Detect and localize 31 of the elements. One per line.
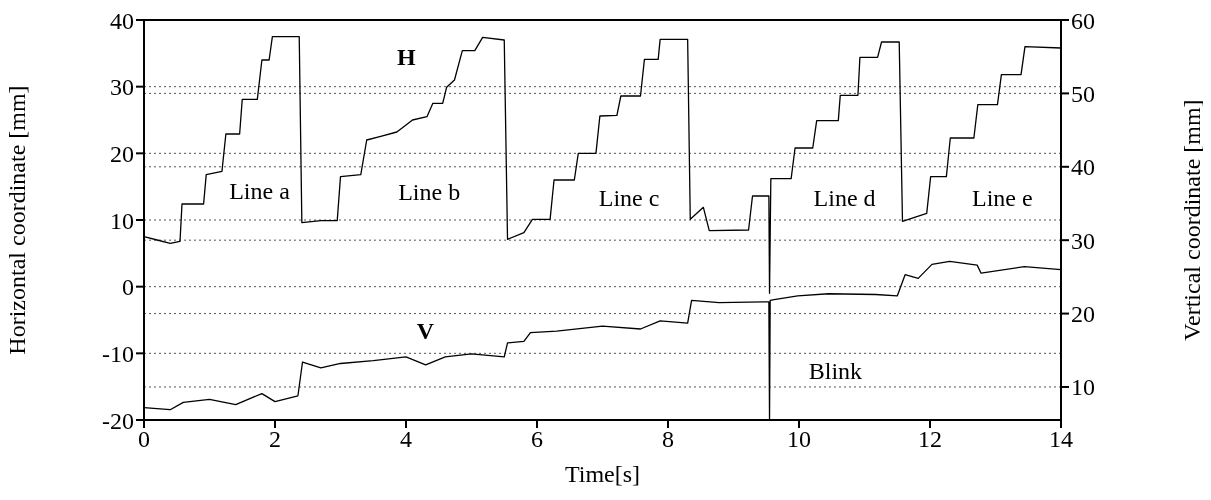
y-tick-label: 0 xyxy=(122,274,134,301)
y-tick-label: 30 xyxy=(110,74,134,101)
x-tick-label: 8 xyxy=(662,426,674,453)
y2-tick-label: 60 xyxy=(1071,7,1095,34)
y-tick-label: 20 xyxy=(110,140,134,167)
y2-tick-label: 30 xyxy=(1071,227,1095,254)
y2-tick-label: 20 xyxy=(1071,301,1095,328)
y-tick-label: 10 xyxy=(110,207,134,234)
x-axis-title: Time[s] xyxy=(564,461,641,487)
x-tick-label: 2 xyxy=(269,426,281,453)
annotation: Line e xyxy=(971,185,1033,211)
y-axis-title: Horizontal coordinate [mm] xyxy=(3,85,30,355)
annotation: H xyxy=(396,43,416,70)
annotation: Line d xyxy=(813,185,876,211)
y-tick-label: -20 xyxy=(102,407,134,434)
annotation: Line b xyxy=(398,179,461,205)
y-tick-label: 40 xyxy=(110,7,134,34)
y2-tick-label: 10 xyxy=(1071,374,1095,401)
annotation: Line a xyxy=(229,177,290,204)
x-tick-label: 12 xyxy=(918,426,942,453)
annotation: Blink xyxy=(808,357,863,384)
annotation: Line c xyxy=(598,185,660,211)
annotation: V xyxy=(416,318,435,345)
x-tick-label: 6 xyxy=(531,426,543,453)
x-tick-label: 10 xyxy=(787,426,811,453)
x-tick-label: 14 xyxy=(1049,426,1073,453)
y2-tick-label: 50 xyxy=(1071,80,1095,107)
y2-axis-title: Vertical coordinate [mm] xyxy=(1178,99,1205,341)
y-tick-label: -10 xyxy=(102,340,134,367)
y2-tick-label: 40 xyxy=(1071,154,1095,181)
x-tick-label: 4 xyxy=(400,426,412,453)
